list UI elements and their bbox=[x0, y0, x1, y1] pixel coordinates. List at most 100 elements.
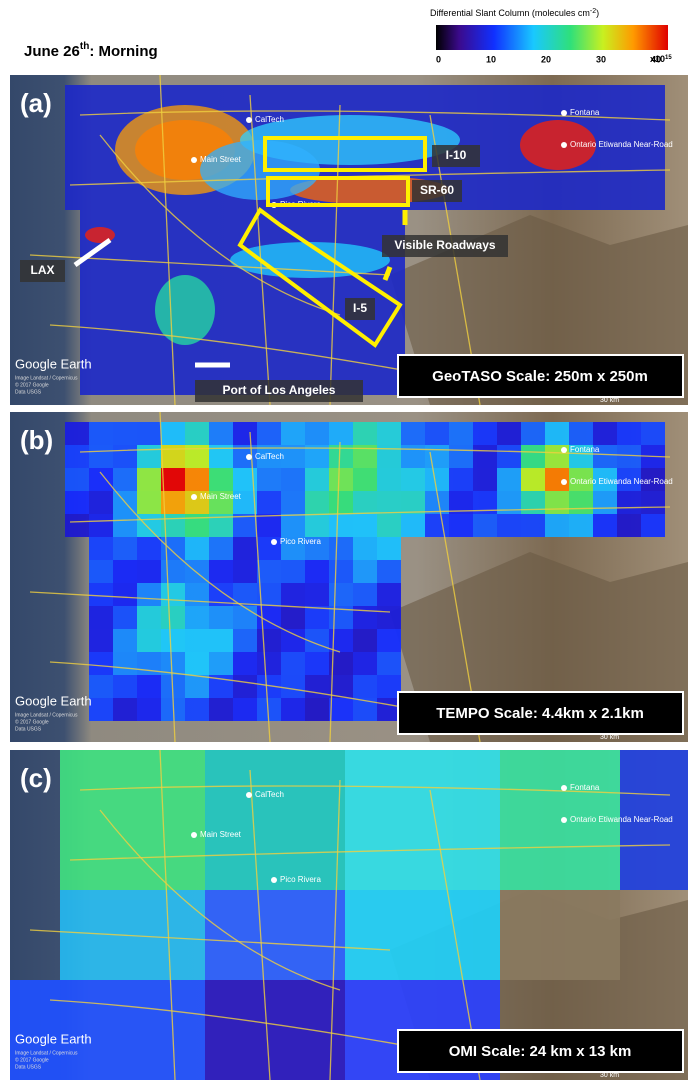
tempo-pixel bbox=[353, 583, 377, 606]
panel-label: (a) bbox=[20, 88, 52, 118]
tempo-pixel bbox=[641, 422, 665, 445]
tempo-pixel bbox=[377, 537, 401, 560]
multiplier-exp: 15 bbox=[665, 55, 672, 61]
tempo-pixel bbox=[305, 652, 329, 675]
tempo-pixel bbox=[569, 422, 593, 445]
tempo-pixel bbox=[281, 629, 305, 652]
tempo-pixel bbox=[353, 422, 377, 445]
tempo-pixel bbox=[89, 652, 113, 675]
multiplier: x10 bbox=[650, 54, 665, 64]
tempo-pixel bbox=[233, 629, 257, 652]
omi-pixel bbox=[205, 890, 345, 980]
tempo-pixel bbox=[209, 629, 233, 652]
tempo-pixel bbox=[473, 422, 497, 445]
tempo-pixel bbox=[65, 445, 89, 468]
annotation: I-10 bbox=[446, 148, 467, 162]
tempo-pixel bbox=[257, 560, 281, 583]
place-label: Pico Rivera bbox=[280, 537, 321, 546]
tempo-pixel bbox=[209, 698, 233, 721]
tempo-pixel bbox=[185, 537, 209, 560]
place-label: Ontario Etiwanda Near-Road bbox=[570, 140, 673, 149]
tempo-pixel bbox=[137, 583, 161, 606]
tempo-pixel bbox=[617, 445, 641, 468]
tempo-pixel bbox=[161, 606, 185, 629]
tempo-pixel bbox=[161, 560, 185, 583]
tempo-pixel bbox=[305, 560, 329, 583]
tempo-pixel bbox=[185, 629, 209, 652]
tempo-pixel bbox=[497, 514, 521, 537]
colorbar-tick: 10 bbox=[486, 54, 496, 64]
tempo-pixel bbox=[425, 468, 449, 491]
tempo-pixel bbox=[281, 675, 305, 698]
tempo-pixel bbox=[65, 468, 89, 491]
tempo-pixel bbox=[113, 445, 137, 468]
credit: © 2017 Google bbox=[15, 381, 49, 388]
tempo-pixel bbox=[473, 468, 497, 491]
tempo-pixel bbox=[305, 468, 329, 491]
tempo-pixel bbox=[617, 491, 641, 514]
place-marker bbox=[191, 157, 197, 163]
place-label: Fontana bbox=[570, 108, 600, 117]
scale-label: OMI Scale: 24 km x 13 km bbox=[449, 1043, 632, 1060]
tempo-pixel bbox=[401, 468, 425, 491]
tempo-pixel bbox=[137, 445, 161, 468]
tempo-pixel bbox=[89, 491, 113, 514]
tempo-pixel bbox=[353, 629, 377, 652]
credit: © 2017 Google bbox=[15, 718, 49, 725]
tempo-pixel bbox=[185, 652, 209, 675]
tempo-pixel bbox=[137, 514, 161, 537]
tempo-pixel bbox=[329, 514, 353, 537]
credit: © 2017 Google bbox=[15, 1056, 49, 1063]
tempo-pixel bbox=[281, 422, 305, 445]
tempo-pixel bbox=[113, 606, 137, 629]
place-label: Main Street bbox=[200, 155, 242, 164]
tempo-pixel bbox=[521, 514, 545, 537]
tempo-pixel bbox=[137, 629, 161, 652]
tempo-pixel bbox=[185, 583, 209, 606]
tempo-pixel bbox=[137, 606, 161, 629]
tempo-pixel bbox=[185, 698, 209, 721]
tempo-pixel bbox=[329, 537, 353, 560]
tempo-pixel bbox=[377, 560, 401, 583]
tempo-pixel bbox=[89, 606, 113, 629]
place-label: CalTech bbox=[255, 790, 284, 799]
credit: Image Landsat / Copernicus bbox=[15, 375, 78, 381]
tempo-pixel bbox=[113, 422, 137, 445]
tempo-pixel bbox=[353, 606, 377, 629]
tempo-pixel bbox=[137, 675, 161, 698]
tempo-pixel bbox=[281, 468, 305, 491]
tempo-pixel bbox=[593, 514, 617, 537]
google-earth-logo: Google Earth bbox=[15, 356, 92, 371]
tempo-pixel bbox=[233, 422, 257, 445]
tempo-pixel bbox=[353, 537, 377, 560]
tempo-pixel bbox=[65, 514, 89, 537]
tempo-pixel bbox=[89, 422, 113, 445]
tempo-pixel bbox=[233, 675, 257, 698]
tempo-pixel bbox=[329, 491, 353, 514]
tempo-pixel bbox=[161, 583, 185, 606]
tempo-pixel bbox=[185, 675, 209, 698]
tempo-pixel bbox=[593, 422, 617, 445]
tempo-pixel bbox=[233, 560, 257, 583]
tempo-pixel bbox=[89, 560, 113, 583]
tempo-pixel bbox=[89, 675, 113, 698]
place-marker bbox=[271, 539, 277, 545]
tempo-pixel bbox=[497, 422, 521, 445]
tempo-pixel bbox=[497, 468, 521, 491]
place-marker bbox=[191, 494, 197, 500]
place-marker bbox=[191, 832, 197, 838]
tempo-pixel bbox=[137, 560, 161, 583]
tempo-pixel bbox=[329, 422, 353, 445]
tempo-pixel bbox=[521, 445, 545, 468]
tempo-pixel bbox=[641, 514, 665, 537]
scale-label: TEMPO Scale: 4.4km x 2.1km bbox=[436, 705, 644, 722]
credit: Image Landsat / Copernicus bbox=[15, 712, 78, 718]
place-label: Ontario Etiwanda Near-Road bbox=[570, 815, 673, 824]
colorbar-tick: 30 bbox=[596, 54, 606, 64]
place-label: Pico Rivera bbox=[280, 875, 321, 884]
tempo-pixel bbox=[65, 491, 89, 514]
tempo-pixel bbox=[113, 583, 137, 606]
colorbar-title: Differential Slant Column (molecules cm-… bbox=[430, 8, 599, 19]
tempo-pixel bbox=[113, 537, 137, 560]
colorbar-multiplier: x1015 bbox=[650, 54, 672, 64]
